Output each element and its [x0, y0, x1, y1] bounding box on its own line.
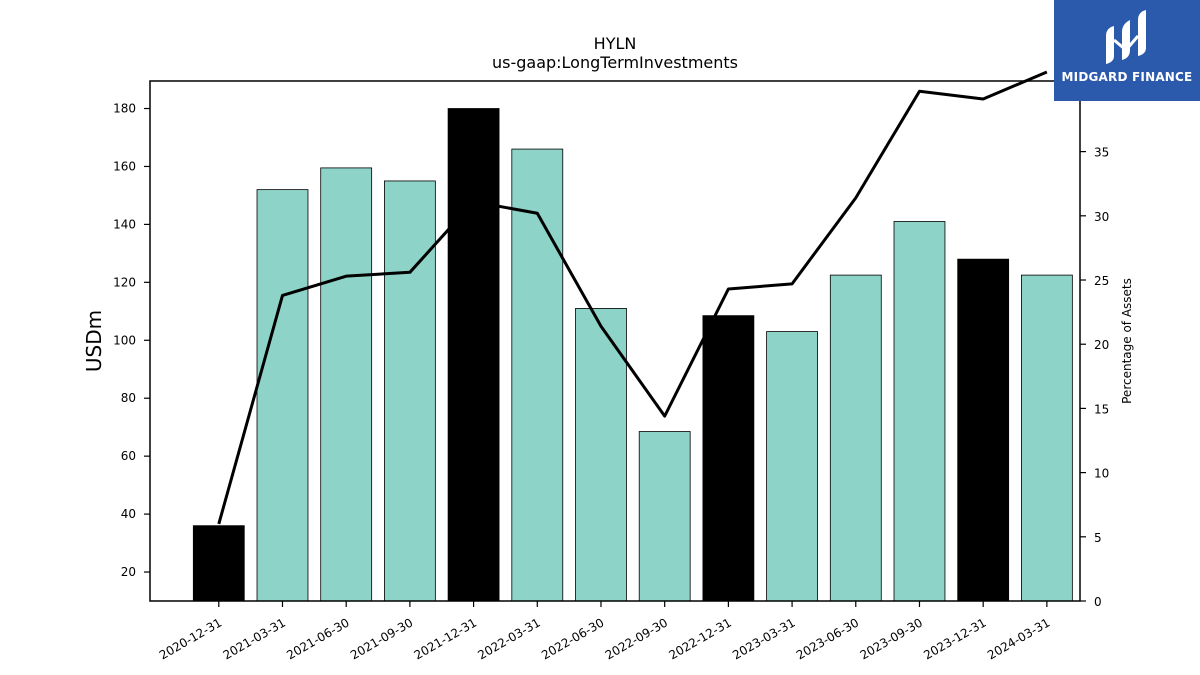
y-tick-label: 40	[121, 507, 136, 521]
right-axis-ticks: 0510152025303540	[1080, 81, 1109, 609]
bar-2021-09-30	[384, 180, 436, 602]
y-tick-label: 120	[113, 275, 136, 289]
y2-axis-label: Percentage of Assets	[1120, 278, 1134, 404]
bar-2021-12-31	[447, 108, 500, 602]
bar-2021-06-30	[320, 167, 373, 602]
y-tick-label: 100	[113, 333, 136, 347]
x-tick-label: 2024-03-31	[985, 615, 1052, 662]
y-tick-label: 20	[121, 565, 136, 579]
bar-2023-06-30	[829, 274, 882, 602]
y-tick-label: 80	[121, 391, 136, 405]
chart-title: HYLN	[594, 34, 637, 53]
x-tick-label: 2023-09-30	[858, 615, 925, 662]
y-tick-label: 60	[121, 449, 136, 463]
x-tick-label: 2022-03-31	[475, 615, 542, 662]
y2-tick-label: 15	[1094, 402, 1109, 416]
x-tick-label: 2020-12-31	[157, 615, 224, 662]
x-tick-label: 2022-06-30	[539, 615, 606, 662]
bar-2022-06-30	[575, 308, 627, 602]
bar-2023-12-31	[957, 258, 1010, 602]
x-tick-label: 2023-03-31	[730, 615, 797, 662]
y2-tick-label: 20	[1094, 338, 1109, 352]
percentage-line	[217, 70, 1048, 525]
y2-tick-label: 0	[1094, 595, 1102, 609]
bar-2021-03-31	[256, 189, 309, 602]
bar-2022-12-31	[702, 315, 755, 602]
bar-2023-03-31	[766, 331, 818, 602]
x-tick-label: 2022-12-31	[666, 615, 733, 662]
y2-tick-label: 25	[1094, 274, 1109, 288]
x-tick-label: 2021-03-31	[221, 615, 288, 662]
x-tick-label: 2021-12-31	[412, 615, 479, 662]
y2-tick-label: 30	[1094, 210, 1109, 224]
bar-2022-09-30	[638, 431, 691, 602]
midgard-logo-icon	[1106, 10, 1146, 64]
y2-tick-label: 35	[1094, 146, 1109, 160]
x-axis-ticks: 2020-12-312021-03-312021-06-302021-09-30…	[157, 601, 1052, 662]
left-axis-ticks: 20 40 60 80 100 120 140 160 180	[113, 102, 150, 579]
x-tick-label: 2022-09-30	[603, 615, 670, 662]
y2-tick-label: 10	[1094, 467, 1109, 481]
y-tick-label: 180	[113, 102, 136, 116]
bar-2023-09-30	[893, 221, 946, 602]
y2-tick-label: 5	[1094, 531, 1102, 545]
y-tick-label: 140	[113, 217, 136, 231]
midgard-finance-logo: MIDGARD FINANCE	[1054, 0, 1200, 101]
chart-subtitle: us-gaap:LongTermInvestments	[492, 53, 738, 72]
plot-frame	[149, 80, 1081, 602]
bar-2024-03-31	[1020, 274, 1073, 602]
percentage-line-path	[217, 70, 1048, 525]
x-tick-label: 2023-06-30	[794, 615, 861, 662]
x-tick-label: 2021-09-30	[348, 615, 415, 662]
x-tick-label: 2021-06-30	[284, 615, 351, 662]
y-tick-label: 160	[113, 159, 136, 173]
bar-2022-03-31	[511, 148, 564, 602]
y-axis-label: USDm	[82, 310, 106, 372]
bars	[192, 108, 1073, 602]
logo-text: MIDGARD FINANCE	[1061, 70, 1193, 84]
bar-2020-12-31	[192, 525, 245, 602]
x-tick-label: 2023-12-31	[921, 615, 988, 662]
